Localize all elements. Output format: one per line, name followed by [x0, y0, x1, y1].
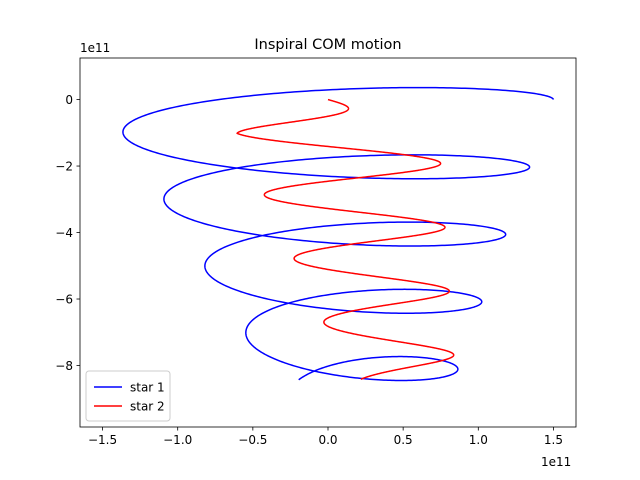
legend: star 1 star 2 — [85, 370, 171, 422]
series-line-star-2 — [236, 98, 455, 380]
x-tick-label: 0.0 — [318, 433, 337, 447]
chart-title: Inspiral COM motion — [254, 37, 401, 53]
y-axis: 0 −2 −4 −6 −8 — [55, 93, 80, 373]
y-tick-label: 0 — [65, 93, 73, 107]
x-tick-label: 1.0 — [469, 433, 488, 447]
x-axis: −1.5 −1.0 −0.5 0.0 0.5 1.0 1.5 — [88, 427, 563, 447]
x-tick-label: 0.5 — [394, 433, 413, 447]
y-tick-label: −2 — [55, 159, 73, 173]
y-tick-label: −6 — [55, 292, 73, 306]
y-tick-label: −4 — [55, 226, 73, 240]
x-tick-label: −1.0 — [163, 433, 192, 447]
series-line-star-1 — [122, 86, 555, 382]
x-tick-label: −0.5 — [238, 433, 267, 447]
x-tick-label: −1.5 — [88, 433, 117, 447]
y-offset-text: 1e11 — [80, 41, 110, 55]
y-tick-label: −8 — [55, 359, 73, 373]
legend-box — [85, 370, 171, 422]
x-offset-text: 1e11 — [541, 455, 571, 469]
legend-label: star 2 — [130, 399, 165, 413]
x-tick-label: 1.5 — [544, 433, 563, 447]
legend-label: star 1 — [130, 380, 165, 394]
